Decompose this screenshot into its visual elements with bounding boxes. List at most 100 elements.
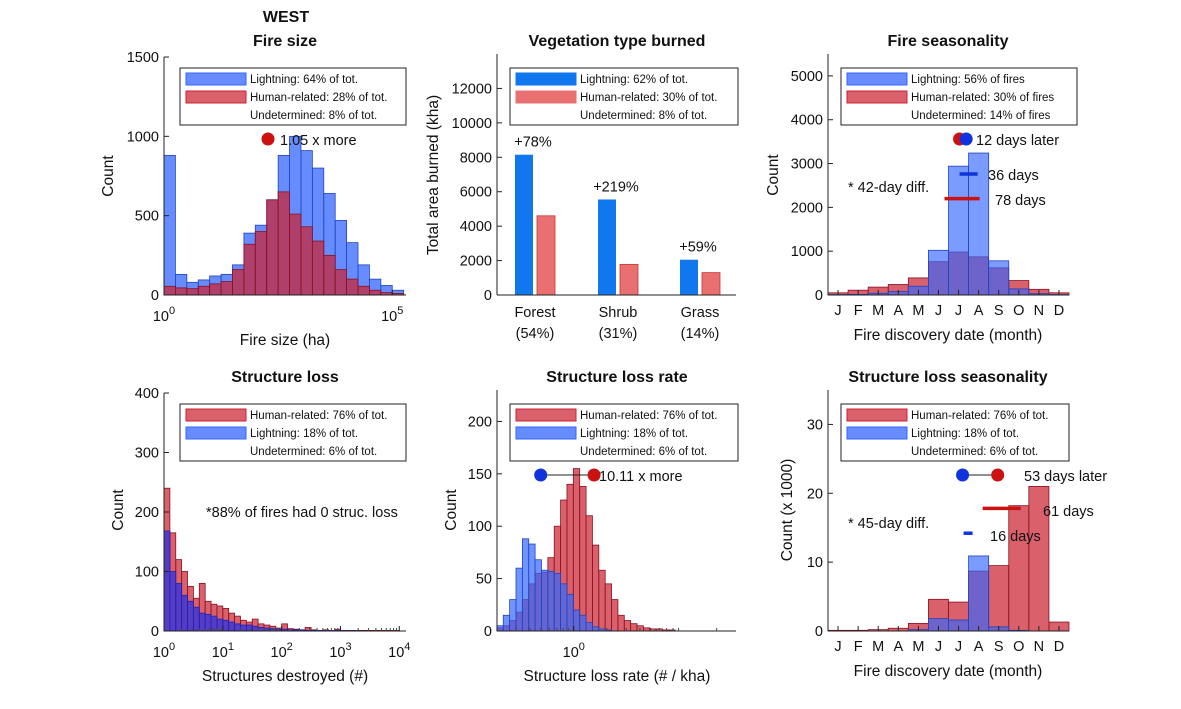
panel-title: Vegetation type burned: [529, 33, 706, 50]
y-tick-label: 0: [484, 288, 492, 304]
x-tick-label: J: [955, 303, 962, 319]
legend-entry: Undetermined: 6% of tot.: [911, 446, 1038, 458]
x-category-share: (54%): [516, 326, 555, 342]
median-marker: [261, 132, 275, 146]
panel-fire-size: 0 500 1000 1500 100 105 Fire size Count Fire siz…: [100, 33, 407, 349]
y-tick-label: 3000: [791, 157, 823, 173]
legend-swatch: [185, 72, 247, 86]
bar-human: [701, 272, 721, 296]
annotation-diff: * 42-day diff.: [848, 180, 929, 196]
x-tick-label: F: [854, 303, 863, 319]
x-tick-label: M: [912, 303, 924, 319]
hist-bar: [234, 623, 241, 632]
y-tick-label: 10000: [452, 116, 492, 132]
y-tick-label: 200: [468, 414, 492, 430]
panel-title: Structure loss seasonality: [848, 369, 1047, 386]
y-tick-label: 4000: [460, 219, 492, 235]
legend-swatch: [515, 426, 577, 440]
y-tick-label: 12000: [452, 81, 492, 97]
hist-bar: [502, 614, 511, 632]
hist-bar: [617, 614, 625, 632]
legend-entry: Lightning: 64% of tot.: [250, 74, 358, 86]
x-category-label: Shrub: [599, 305, 638, 321]
y-tick-label: 300: [135, 446, 159, 462]
hist-bar: [547, 570, 555, 632]
y-tick-label: 0: [815, 624, 823, 640]
x-tick-label: 100: [153, 641, 175, 661]
bar-change-label: +78%: [514, 135, 552, 151]
hist-bar: [928, 249, 949, 296]
annotation-range-human: 78 days: [995, 193, 1046, 209]
hist-bar: [572, 609, 581, 632]
hist-bar: [509, 599, 517, 632]
hist-bar: [630, 623, 638, 632]
hist-bar: [553, 572, 561, 632]
legend-entry: Lightning: 56% of fires: [911, 74, 1025, 86]
legend-entry: Undetermined: 6% of tot.: [580, 446, 707, 458]
x-tick-label: A: [974, 639, 984, 655]
hist-bar: [579, 485, 587, 632]
hist-bar: [187, 600, 194, 632]
hist-bar: [515, 567, 523, 632]
x-tick-label: A: [974, 303, 984, 319]
hist-bar: [193, 606, 200, 632]
panel-title: Fire seasonality: [888, 33, 1009, 50]
hist-bar: [541, 569, 549, 632]
annotation-shift: 53 days later: [1024, 469, 1107, 485]
y-tick-label: 0: [151, 624, 159, 640]
x-tick-label: 102: [271, 641, 293, 661]
hist-bar: [534, 559, 542, 632]
hist-bar: [220, 281, 233, 296]
hist-bar: [198, 612, 206, 632]
x-tick-label: D: [1054, 303, 1064, 319]
hist-bar: [323, 254, 336, 296]
legend-swatch: [185, 90, 247, 104]
legend-entry: Human-related: 76% of tot.: [250, 410, 387, 422]
hist-bar: [175, 583, 183, 632]
annotation-range-human: 61 days: [1043, 504, 1094, 520]
legend-swatch: [846, 72, 908, 86]
hist-bar: [988, 565, 1010, 632]
bar-lightning: [598, 199, 616, 295]
hist-bar: [623, 620, 632, 632]
hist-bar: [228, 621, 235, 632]
legend-entry: Lightning: 62% of tot.: [580, 74, 688, 86]
legend-entry: Human-related: 30% of tot.: [580, 92, 717, 104]
y-tick-label: 0: [815, 288, 823, 304]
legend-entry: Lightning: 18% of tot.: [911, 428, 1019, 440]
bar-lightning: [680, 259, 698, 295]
hist-bar: [169, 571, 177, 632]
legend-swatch: [185, 426, 247, 440]
y-tick-label: 1000: [791, 244, 823, 260]
bar-human: [536, 215, 556, 296]
x-tick-label: S: [994, 303, 1004, 319]
legend-entry: Human-related: 76% of tot.: [580, 410, 717, 422]
y-tick-label: 100: [468, 519, 492, 535]
median-marker-lightning: [956, 468, 970, 482]
legend-swatch: [846, 90, 908, 104]
y-tick-label: 400: [135, 386, 159, 402]
y-tick-label: 150: [468, 467, 492, 483]
panel-title: Structure loss: [231, 369, 339, 386]
x-axis-label: Structure loss rate (# / kha): [524, 668, 711, 685]
hist-bar: [496, 625, 504, 632]
x-tick-label: N: [1034, 303, 1044, 319]
panel-title: Fire size: [253, 33, 317, 50]
hist-bar: [579, 614, 587, 632]
hist-bar: [528, 543, 536, 632]
hist-bar: [197, 285, 211, 296]
hist-bar: [300, 226, 313, 296]
x-tick-label: J: [834, 303, 841, 319]
y-axis-label: Count (x 1000): [779, 459, 796, 562]
y-tick-label: 8000: [460, 150, 492, 166]
x-tick-label: A: [893, 639, 903, 655]
hist-bar: [598, 569, 606, 632]
legend-swatch: [515, 72, 577, 86]
hist-bar: [611, 599, 619, 632]
x-tick-label: J: [935, 303, 942, 319]
y-tick-label: 1500: [127, 50, 159, 66]
hist-bar: [604, 583, 612, 632]
x-tick-label: N: [1034, 639, 1044, 655]
